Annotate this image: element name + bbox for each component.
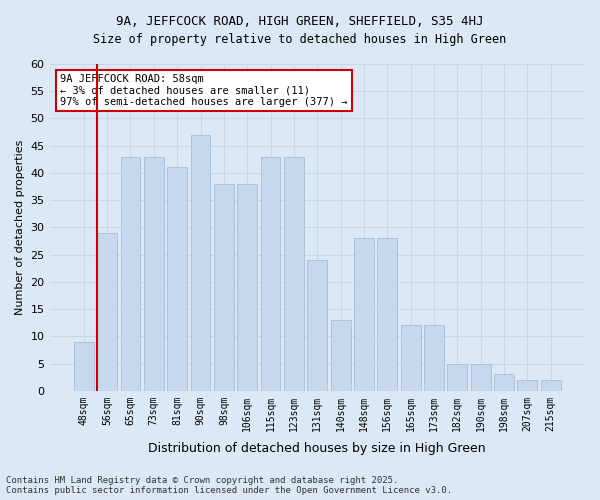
Bar — [284, 156, 304, 391]
Bar — [191, 135, 211, 391]
Text: 9A, JEFFCOCK ROAD, HIGH GREEN, SHEFFIELD, S35 4HJ: 9A, JEFFCOCK ROAD, HIGH GREEN, SHEFFIELD… — [116, 15, 484, 28]
Text: Size of property relative to detached houses in High Green: Size of property relative to detached ho… — [94, 32, 506, 46]
Bar — [167, 168, 187, 391]
X-axis label: Distribution of detached houses by size in High Green: Distribution of detached houses by size … — [148, 442, 486, 455]
Bar — [494, 374, 514, 391]
Bar — [448, 364, 467, 391]
Bar — [331, 320, 350, 391]
Bar — [354, 238, 374, 391]
Bar — [74, 342, 94, 391]
Bar — [144, 156, 164, 391]
Bar — [121, 156, 140, 391]
Bar — [214, 184, 234, 391]
Y-axis label: Number of detached properties: Number of detached properties — [15, 140, 25, 315]
Bar — [541, 380, 560, 391]
Bar — [97, 233, 117, 391]
Bar — [471, 364, 491, 391]
Bar — [307, 260, 327, 391]
Text: 9A JEFFCOCK ROAD: 58sqm
← 3% of detached houses are smaller (11)
97% of semi-det: 9A JEFFCOCK ROAD: 58sqm ← 3% of detached… — [60, 74, 348, 107]
Bar — [238, 184, 257, 391]
Bar — [377, 238, 397, 391]
Bar — [260, 156, 280, 391]
Bar — [517, 380, 538, 391]
Bar — [401, 326, 421, 391]
Text: Contains HM Land Registry data © Crown copyright and database right 2025.
Contai: Contains HM Land Registry data © Crown c… — [6, 476, 452, 495]
Bar — [424, 326, 444, 391]
